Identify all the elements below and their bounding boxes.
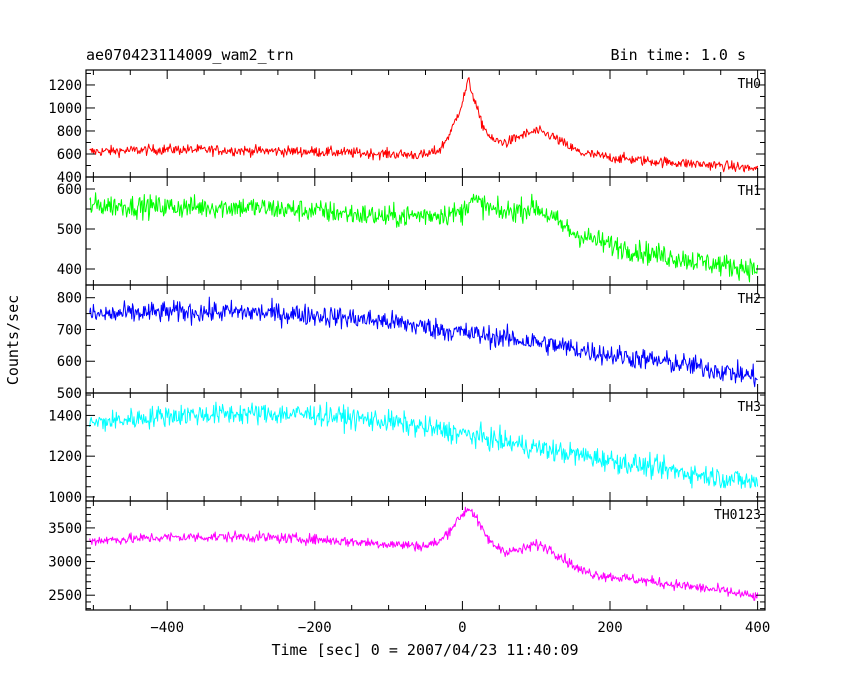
y-tick-label: 700 <box>57 322 82 338</box>
x-tick-label: −400 <box>150 620 184 636</box>
y-tick-label: 3000 <box>48 555 82 571</box>
series-th1 <box>89 192 759 283</box>
x-axis-label: Time [sec] 0 = 2007/04/23 11:40:09 <box>271 641 578 659</box>
y-axis-label: Counts/sec <box>4 295 22 385</box>
panel-label-th2: TH2 <box>738 292 761 307</box>
panel-frame <box>85 69 766 178</box>
panel-th1: 400 500 600 TH1 <box>57 176 766 286</box>
y-tick-label: 2500 <box>48 588 82 604</box>
panel-label-th1: TH1 <box>738 184 761 199</box>
series-th3 <box>89 401 759 489</box>
series-th2 <box>89 296 758 388</box>
y-tick-label: 800 <box>57 291 82 307</box>
panel-label-th0123: TH0123 <box>714 508 761 523</box>
y-tick-label: 1200 <box>48 449 82 465</box>
panel-frame <box>85 500 766 611</box>
series-th0123 <box>89 506 759 601</box>
y-tick-label: 600 <box>57 354 82 370</box>
panel-th0123: 2500 3000 3500 TH0123 <box>48 500 766 611</box>
y-tick-label: 800 <box>57 124 82 140</box>
y-tick-label: 600 <box>57 147 82 163</box>
panel-th2: 500 600 700 800 TH2 <box>57 284 766 402</box>
x-axis: −400 −200 0 200 400 <box>150 620 770 636</box>
panel-th0: 400 600 800 1000 1200 TH0 <box>48 69 766 186</box>
x-tick-label: 400 <box>745 620 770 636</box>
y-tick-label: 500 <box>57 386 82 402</box>
series-th0 <box>89 77 759 173</box>
y-tick-label: 1200 <box>48 78 82 94</box>
bin-time-label: Bin time: 1.0 s <box>611 46 746 64</box>
x-tick-label: 0 <box>458 620 466 636</box>
x-tick-label: −200 <box>298 620 332 636</box>
panel-frame <box>85 284 766 394</box>
x-tick-label: 200 <box>597 620 622 636</box>
y-tick-label: 1000 <box>48 490 82 506</box>
panel-frame <box>85 176 766 286</box>
panel-label-th0: TH0 <box>738 77 761 92</box>
y-tick-label: 600 <box>57 182 82 198</box>
panel-label-th3: TH3 <box>738 400 761 415</box>
y-tick-label: 500 <box>57 222 82 238</box>
y-tick-label: 1400 <box>48 408 82 424</box>
panel-th3: 1000 1200 1400 TH3 <box>48 392 766 506</box>
y-tick-label: 400 <box>57 170 82 186</box>
y-tick-label: 1000 <box>48 101 82 117</box>
y-tick-label: 3500 <box>48 521 82 537</box>
y-tick-label: 400 <box>57 262 82 278</box>
chart-title: ae070423114009_wam2_trn <box>86 46 294 64</box>
